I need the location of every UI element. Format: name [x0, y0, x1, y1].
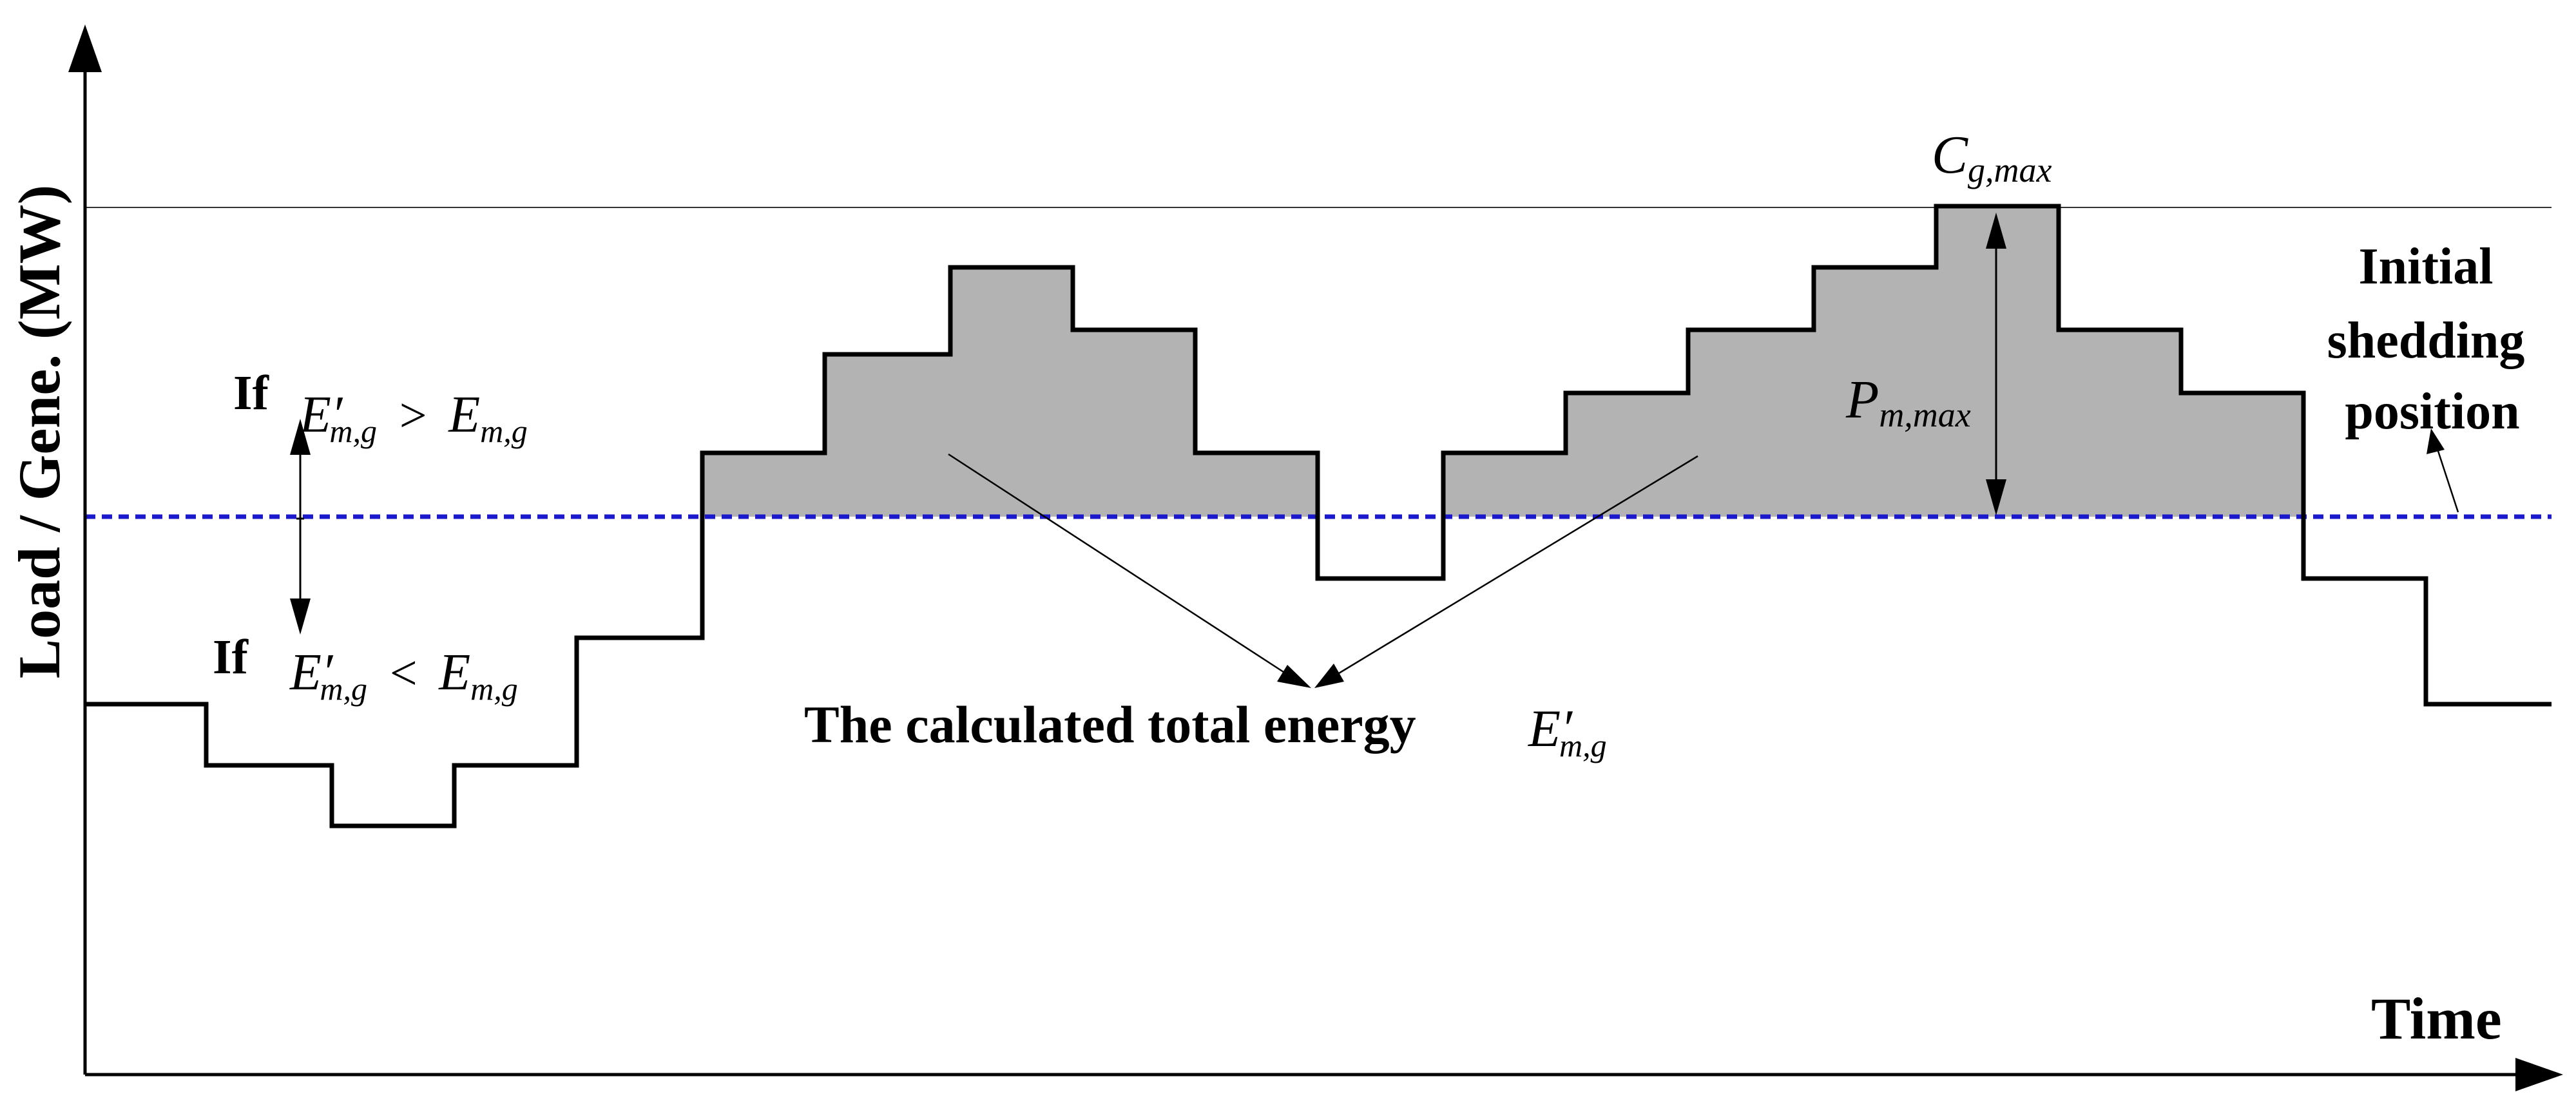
y-axis-label: Load / Gene. (MW): [6, 185, 72, 679]
x-axis-label: Time: [2371, 986, 2502, 1051]
energy-area-right: [1443, 206, 2303, 517]
condition-upper-prefix: If: [233, 366, 270, 420]
energy-pointer-right-head: [1314, 664, 1344, 688]
initial-position-pointer: [2434, 443, 2459, 513]
load-step-curve: [85, 204, 2552, 828]
energy-pointer-left: [948, 453, 1286, 675]
energy-caption-symbol: E′m,g: [1528, 699, 1607, 763]
peak-arrow-up: [1986, 213, 2006, 249]
peak-label: Pm,max: [1845, 370, 1971, 434]
energy-pointer-left-head: [1277, 665, 1311, 688]
condition-lower-expression: E′m,g < Em,g: [289, 644, 518, 707]
energy-area-left: [702, 267, 1318, 517]
capacity-label: Cg,max: [1932, 125, 2052, 189]
initial-position-pointer-head: [2427, 428, 2445, 454]
condition-upper-expression: E′m,g > Em,g: [299, 387, 528, 449]
x-axis-arrowhead: [2515, 1058, 2563, 1091]
energy-pointer-right: [1338, 455, 1698, 675]
condition-arrow-down: [290, 598, 311, 635]
initial-position-label: Initial shedding position: [2327, 238, 2538, 440]
condition-lower-prefix: If: [213, 630, 249, 684]
energy-caption: The calculated total energy: [804, 695, 1416, 754]
peak-arrow-down: [1986, 479, 2006, 515]
condition-arrow-up: [290, 419, 311, 455]
y-axis-arrowhead: [68, 24, 102, 72]
